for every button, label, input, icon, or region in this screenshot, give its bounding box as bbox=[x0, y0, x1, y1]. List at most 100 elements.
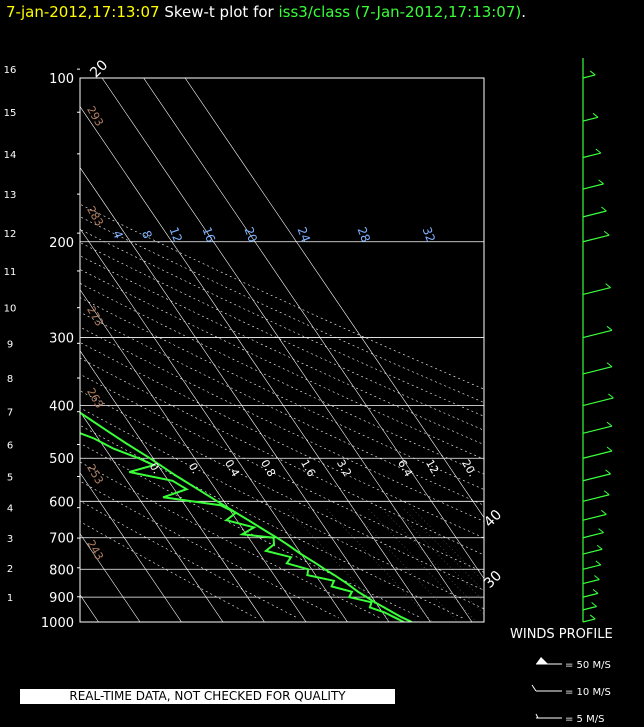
mixing-ratio-label-16: 16 bbox=[200, 225, 218, 244]
wind-barb-140 bbox=[582, 152, 601, 159]
wind-barb-700 bbox=[582, 532, 604, 539]
pressure-label-100: 100 bbox=[49, 72, 74, 87]
profile-layer bbox=[80, 411, 413, 622]
height-label-14: 14 bbox=[4, 150, 17, 161]
mixing-ratio-line-12 bbox=[350, 508, 458, 622]
height-label-3: 3 bbox=[7, 534, 13, 545]
wind-barb-120 bbox=[582, 116, 599, 122]
wind-legend-5-barb bbox=[535, 713, 539, 719]
dry-adiabat-label-243: 243 bbox=[84, 538, 106, 563]
dry-adiabat-353 bbox=[80, 326, 484, 522]
wind-barb-850 bbox=[582, 578, 600, 585]
wind-barb-flag-600 bbox=[603, 490, 610, 496]
moist-adiabat-label-6: 6.4 bbox=[395, 457, 415, 479]
mixing-ratio-label-20: 20 bbox=[242, 225, 260, 244]
dry-adiabat-373 bbox=[80, 297, 484, 490]
wind-barb-900 bbox=[582, 592, 599, 598]
temperature-profile bbox=[80, 411, 413, 622]
isotherm--50 bbox=[80, 472, 182, 622]
isotherm--10 bbox=[80, 228, 348, 622]
isotherm--30 bbox=[80, 350, 265, 622]
pressure-label-700: 700 bbox=[49, 532, 74, 547]
wind-barb-800 bbox=[582, 564, 601, 570]
mixing-ratio-line-8 bbox=[326, 508, 432, 622]
moist-adiabat-label-4: 1.6 bbox=[298, 457, 318, 479]
height-label-15: 15 bbox=[4, 108, 17, 119]
quality-disclaimer: REAL-TIME DATA, NOT CHECKED FOR QUALITY bbox=[20, 689, 395, 704]
wind-barb-300 bbox=[582, 329, 613, 339]
height-label-7: 7 bbox=[7, 408, 13, 419]
wind-barb-500 bbox=[582, 450, 613, 459]
moist-adiabat-label-8: 20. bbox=[459, 457, 479, 479]
grid-layer bbox=[80, 78, 484, 622]
wind-barb-200 bbox=[582, 234, 610, 243]
wind-barb-flag-750 bbox=[596, 544, 603, 550]
wind-barb-550 bbox=[582, 473, 611, 482]
wind-barb-600 bbox=[582, 494, 610, 502]
wind-barb-flag-140 bbox=[595, 148, 602, 154]
height-label-6: 6 bbox=[7, 441, 13, 452]
title-suffix: . bbox=[521, 3, 527, 21]
wind-barb-950 bbox=[582, 605, 597, 611]
wind-barb-650 bbox=[582, 513, 607, 521]
height-label-2: 2 bbox=[7, 564, 13, 575]
wind-barb-450 bbox=[582, 425, 613, 434]
wind-legend-10: = 10 M/S bbox=[565, 687, 611, 698]
wind-barb-flag-950 bbox=[591, 602, 597, 607]
wind-barb-flag-350 bbox=[606, 362, 613, 368]
wind-barb-180 bbox=[582, 210, 607, 218]
height-label-13: 13 bbox=[4, 190, 17, 201]
wind-barb-flag-850 bbox=[594, 575, 600, 580]
pressure-label-400: 400 bbox=[49, 400, 74, 415]
dewpoint-profile bbox=[80, 432, 405, 622]
dry-adiabat-393 bbox=[80, 269, 484, 460]
moist-adiabat-label-3: 0.8 bbox=[258, 457, 278, 479]
winds-profile-label: WINDS PROFILE bbox=[510, 627, 613, 642]
mixing-ratio-label-4: 4 bbox=[110, 229, 126, 241]
dry-adiabat-413 bbox=[80, 242, 484, 431]
wind-barb-flag-120 bbox=[592, 112, 599, 118]
wind-barb-flag-100 bbox=[589, 70, 596, 76]
pressure-label-200: 200 bbox=[49, 236, 74, 251]
height-label-8: 8 bbox=[7, 374, 13, 385]
height-label-16: 16 bbox=[4, 65, 17, 76]
dry-adiabat-363 bbox=[80, 311, 484, 506]
wind-barb-flag-250 bbox=[605, 283, 611, 288]
pressure-label-900: 900 bbox=[49, 591, 74, 606]
mixing-ratio-line-4 bbox=[287, 508, 391, 622]
wind-barb-flag-450 bbox=[606, 421, 613, 427]
height-label-11: 11 bbox=[4, 267, 17, 278]
moist-adiabat-label-2: 0.4 bbox=[222, 457, 242, 479]
wind-barb-750 bbox=[582, 548, 603, 555]
isotherm-30 bbox=[143, 78, 484, 580]
mixing-ratio-label-32: 32 bbox=[420, 225, 438, 244]
dry-adiabat-label-273: 273 bbox=[84, 304, 106, 329]
chart-title: 7-jan-2012,17:13:07 Skew-t plot for iss3… bbox=[6, 3, 526, 21]
dry-adiabat-333 bbox=[80, 357, 484, 556]
dry-adiabat-443 bbox=[80, 203, 484, 390]
wind-barb-flag-900 bbox=[592, 588, 599, 594]
title-time: 7-jan-2012,17:13:07 bbox=[6, 3, 160, 21]
wind-barb-400 bbox=[582, 397, 614, 407]
isotherm-20 bbox=[101, 78, 473, 622]
wind-barb-flag-550 bbox=[605, 469, 611, 475]
dry-adiabat-303 bbox=[80, 407, 484, 610]
wind-barb-flag-700 bbox=[598, 528, 604, 533]
wind-barb-flag-300 bbox=[606, 325, 613, 331]
pressure-label-300: 300 bbox=[49, 332, 74, 347]
wind-barb-100 bbox=[582, 74, 596, 79]
isotherm--20 bbox=[80, 289, 307, 622]
moist-adiabat-label-7: 12. bbox=[423, 457, 443, 479]
pressure-label-500: 500 bbox=[49, 452, 74, 467]
title-dataset: iss3/class (7-Jan-2012,17:13:07) bbox=[278, 3, 522, 21]
wind-barb-flag-800 bbox=[595, 560, 602, 566]
wind-barb-flag-1000 bbox=[589, 614, 596, 620]
wind-barb-flag-200 bbox=[603, 230, 610, 236]
wind-barb-flag-400 bbox=[608, 393, 614, 399]
wind-barb-flag-160 bbox=[598, 179, 604, 185]
wind-legend-pennant-icon bbox=[536, 657, 548, 664]
mixing-ratio-label-28: 28 bbox=[355, 225, 373, 244]
dry-adiabat-383 bbox=[80, 282, 484, 475]
mixing-ratio-label-8: 8 bbox=[139, 229, 155, 241]
